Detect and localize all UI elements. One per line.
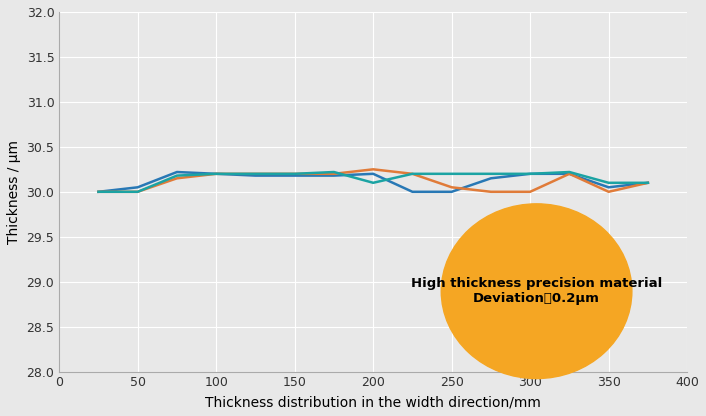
X-axis label: Thickness distribution in the width direction/mm: Thickness distribution in the width dire… [205, 395, 541, 409]
Text: High thickness precision material
Deviation：0.2μm: High thickness precision material Deviat… [411, 277, 662, 305]
Y-axis label: Thickness / μm: Thickness / μm [7, 140, 21, 244]
